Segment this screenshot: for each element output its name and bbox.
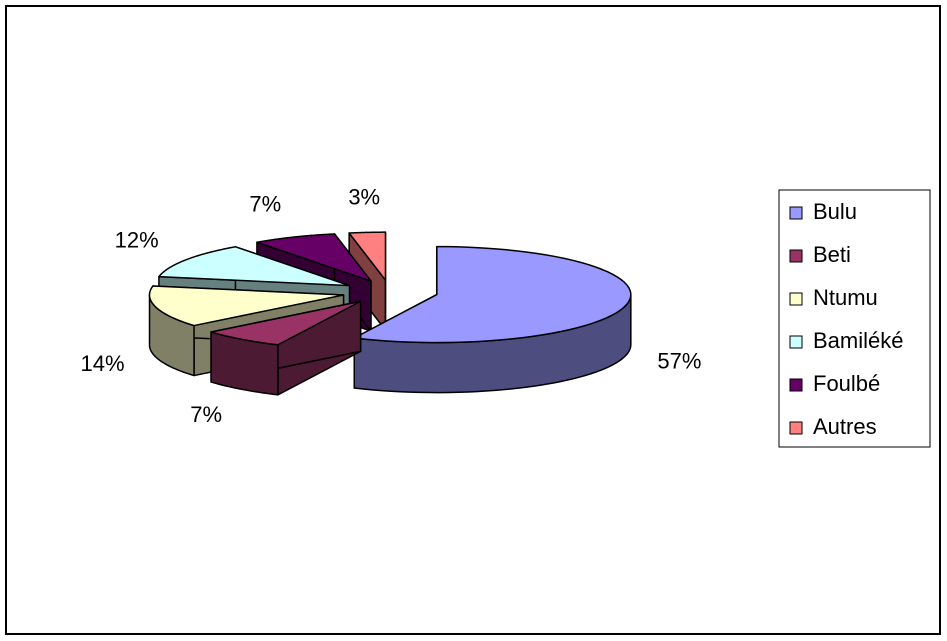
slice bbox=[210, 300, 362, 396]
slice bbox=[353, 245, 632, 394]
legend-swatch bbox=[789, 378, 803, 392]
legend-label: Beti bbox=[813, 242, 851, 267]
slice-top bbox=[353, 245, 632, 344]
data-label: 12% bbox=[115, 228, 159, 253]
data-label: 7% bbox=[249, 192, 281, 217]
slice-top bbox=[148, 285, 345, 327]
slice-top bbox=[256, 233, 372, 282]
data-label: 7% bbox=[190, 402, 222, 427]
slice-top bbox=[210, 300, 362, 346]
slice-top bbox=[158, 246, 351, 287]
legend-swatch bbox=[789, 206, 803, 220]
legend-swatch bbox=[789, 421, 803, 435]
data-label: 3% bbox=[348, 184, 380, 209]
legend-swatch bbox=[789, 249, 803, 263]
data-label: 14% bbox=[81, 351, 125, 376]
data-label: 57% bbox=[657, 348, 701, 373]
legend-label: Autres bbox=[813, 414, 877, 439]
legend-box bbox=[778, 189, 931, 448]
legend-swatch bbox=[789, 335, 803, 349]
legend-label: Ntumu bbox=[813, 285, 878, 310]
legend-label: Bulu bbox=[813, 199, 857, 224]
slice-top bbox=[348, 231, 387, 281]
legend-swatch bbox=[789, 292, 803, 306]
legend-label: Foulbé bbox=[813, 371, 880, 396]
legend-label: Bamiléké bbox=[813, 328, 903, 353]
